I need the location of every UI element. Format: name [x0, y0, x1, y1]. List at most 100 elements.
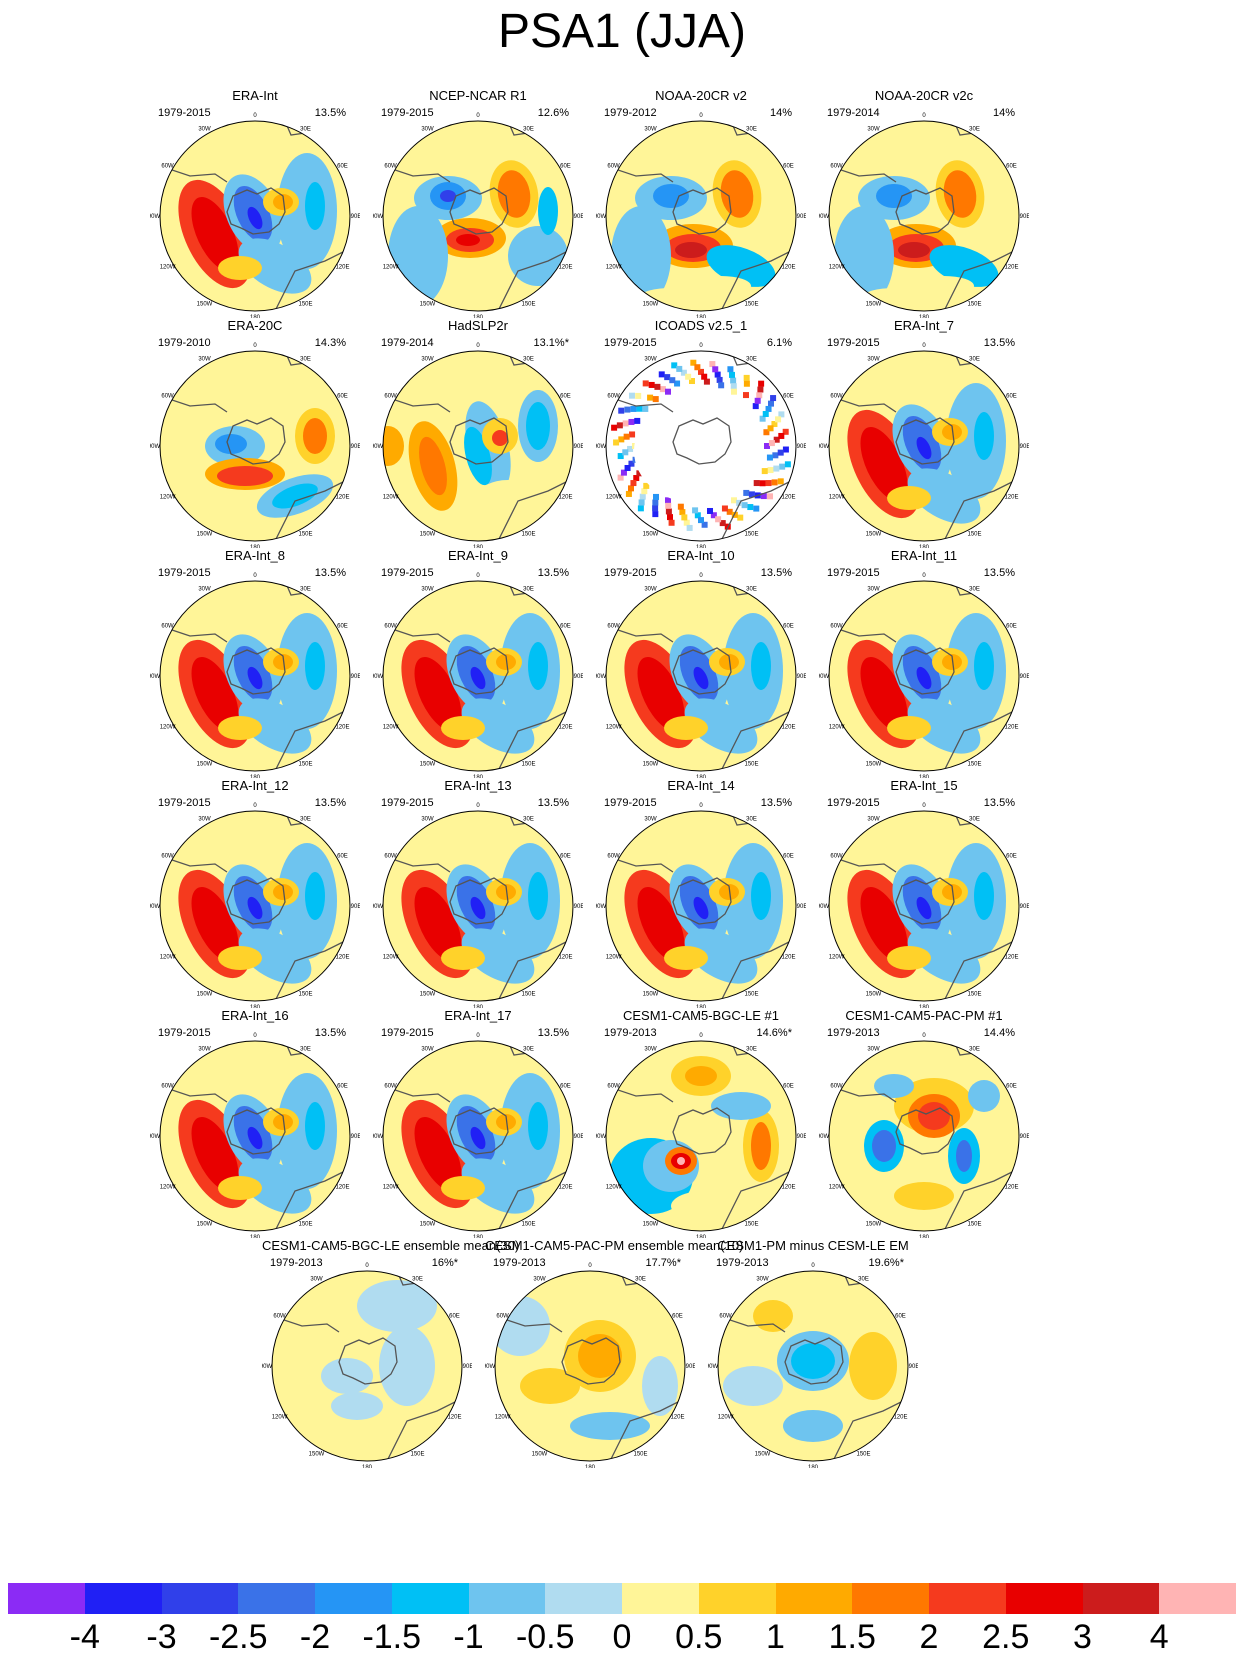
longitude-label: 120E	[1004, 725, 1018, 731]
longitude-label: 180	[808, 1465, 819, 1468]
longitude-label: 30E	[523, 357, 534, 363]
data-cell	[737, 514, 744, 521]
longitude-label: 90W	[373, 444, 384, 450]
longitude-label: 60W	[384, 164, 397, 170]
longitude-label: 90W	[819, 214, 830, 220]
data-cell	[761, 468, 768, 475]
contour-blob	[942, 884, 962, 900]
longitude-label: 90E	[797, 1134, 806, 1140]
longitude-label: 30W	[644, 357, 657, 363]
coastline	[718, 1315, 786, 1333]
coastline	[943, 480, 1015, 541]
contour-blob	[691, 276, 751, 296]
longitude-label: 60E	[449, 1314, 460, 1320]
longitude-label: 90W	[150, 674, 161, 680]
panel-years: 1979-2015	[158, 797, 211, 809]
antarctica-outline	[449, 187, 509, 235]
longitude-label: 120W	[272, 1415, 288, 1421]
map-panel: 0 30E 60E 90E 120E 150E 180 150W 120W 90W 60W 30W ER…	[150, 778, 360, 1008]
longitude-label: 90W	[819, 444, 830, 450]
longitude-label: 60W	[384, 624, 397, 630]
contour-blob	[218, 256, 262, 280]
longitude-label: 180	[919, 315, 930, 318]
map-panel: 0 30E 60E 90E 120E 150E 180 150W 120W 90W 60W 30W ER…	[819, 778, 1029, 1008]
panel-years: 1979-2014	[827, 107, 880, 119]
longitude-label: 150E	[298, 531, 312, 537]
longitude-label: 150W	[309, 1451, 325, 1457]
data-cell	[680, 369, 687, 376]
contour-blob	[719, 884, 739, 900]
antarctica-outline	[672, 187, 732, 235]
longitude-label: 0	[253, 1033, 257, 1039]
contour-blob	[916, 896, 932, 920]
longitude-label: 120W	[606, 1185, 622, 1191]
longitude-label: 150W	[866, 301, 882, 307]
panel-title: CESM1-CAM5-BGC-LE #1	[622, 1008, 780, 1023]
coastline	[160, 1085, 228, 1103]
data-cell	[701, 521, 708, 528]
contour-blob	[942, 424, 962, 440]
longitude-label: 150E	[298, 1221, 312, 1227]
panel-title: ERA-Int_8	[225, 548, 285, 563]
panel-years: 1979-2015	[827, 337, 880, 349]
contour-blob	[273, 654, 293, 670]
contour-blob	[247, 206, 263, 230]
contour-blob	[894, 1182, 954, 1210]
contour-blob	[497, 170, 531, 218]
data-cell	[759, 480, 766, 487]
longitude-label: 60E	[783, 624, 794, 630]
contour-blob	[383, 139, 518, 183]
panel-percent: 16%*	[431, 1257, 458, 1269]
contour-blob	[723, 1366, 783, 1406]
panel-percent: 13.5%	[314, 797, 346, 809]
longitude-label: 30E	[300, 127, 311, 133]
longitude-label: 150E	[967, 301, 981, 307]
data-cell	[618, 407, 625, 414]
coastline	[497, 250, 569, 311]
data-cell	[627, 445, 634, 452]
longitude-label: 90E	[797, 904, 806, 910]
longitude-label: 90W	[373, 674, 384, 680]
data-cell	[766, 454, 773, 461]
antarctica-outline	[895, 187, 955, 235]
contour-blob	[753, 1300, 793, 1332]
coastline	[720, 250, 792, 311]
map-border	[828, 580, 1020, 772]
longitude-label: 60E	[783, 1084, 794, 1090]
polar-map: 0 30E 60E 90E 120E 150E 180 150W 120W 90W 60W 30W	[150, 113, 360, 318]
no-data-region	[634, 399, 758, 503]
antarctica-outline	[226, 417, 286, 465]
panel-years: 1979-2010	[158, 337, 211, 349]
longitude-label: 180	[696, 1005, 707, 1008]
contour-blob	[942, 654, 962, 670]
longitude-label: 90W	[596, 1134, 607, 1140]
map-panel: 0 30E 60E 90E 120E 150E 180 150W 120W 90W 60W 30W Ha…	[373, 318, 583, 548]
longitude-label: 90E	[797, 444, 806, 450]
map-panel: 0 30E 60E 90E 120E 150E 180 150W 120W 90W 60W 30W CE…	[485, 1238, 743, 1468]
data-cell	[730, 383, 737, 390]
data-cell	[767, 467, 774, 474]
longitude-label: 180	[473, 1235, 484, 1238]
data-cell	[698, 368, 704, 375]
map-panel: 0 30E 60E 90E 120E 150E 180 150W 120W 90W 60W 30W ER…	[596, 548, 806, 778]
coastline	[274, 940, 346, 1001]
colorbar-swatch	[545, 1583, 622, 1614]
map-border	[382, 350, 574, 542]
data-cell	[618, 436, 625, 443]
contour-blob	[887, 946, 931, 970]
contour-blob	[898, 242, 930, 258]
longitude-label: 90E	[463, 1364, 472, 1370]
antarctica-outline	[226, 187, 286, 235]
longitude-label: 120W	[606, 265, 622, 271]
contour-blob	[496, 654, 516, 670]
polar-map: 0 30E 60E 90E 120E 150E 180 150W 120W 90W 60W 30W	[596, 573, 806, 778]
longitude-label: 180	[250, 1235, 261, 1238]
longitude-label: 60E	[1006, 164, 1017, 170]
contour-blob	[637, 886, 685, 962]
contour-blob	[273, 884, 293, 900]
longitude-label: 30W	[198, 357, 211, 363]
longitude-label: 180	[250, 775, 261, 778]
colorbar-label: -0.5	[515, 1618, 575, 1656]
longitude-label: 90E	[574, 214, 583, 220]
longitude-label: 90E	[909, 1364, 918, 1370]
